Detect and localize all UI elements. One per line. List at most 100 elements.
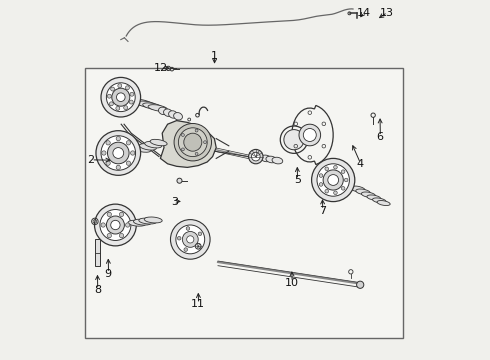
Circle shape	[196, 243, 201, 249]
Circle shape	[184, 248, 188, 251]
Ellipse shape	[150, 139, 167, 146]
Circle shape	[195, 129, 198, 132]
Circle shape	[106, 141, 110, 145]
Circle shape	[177, 237, 181, 240]
Polygon shape	[160, 121, 216, 167]
Ellipse shape	[362, 192, 375, 198]
Ellipse shape	[377, 201, 390, 206]
Circle shape	[130, 92, 134, 96]
Text: 7: 7	[319, 206, 326, 216]
Circle shape	[116, 136, 121, 141]
Ellipse shape	[356, 189, 370, 195]
Text: 1: 1	[211, 51, 218, 61]
Text: 2: 2	[87, 155, 95, 165]
Circle shape	[107, 212, 111, 217]
Circle shape	[284, 130, 304, 150]
Circle shape	[116, 106, 120, 110]
Circle shape	[123, 106, 128, 110]
Circle shape	[178, 128, 207, 157]
Text: 8: 8	[94, 285, 101, 295]
Circle shape	[299, 124, 320, 146]
Circle shape	[312, 158, 355, 202]
Circle shape	[182, 231, 198, 247]
Circle shape	[125, 86, 129, 90]
Text: 3: 3	[172, 197, 178, 207]
Circle shape	[181, 134, 184, 136]
Circle shape	[174, 123, 212, 161]
Ellipse shape	[133, 219, 151, 225]
Circle shape	[334, 191, 337, 194]
Circle shape	[106, 161, 110, 165]
Ellipse shape	[144, 217, 162, 223]
Ellipse shape	[350, 186, 365, 192]
Circle shape	[323, 170, 343, 190]
Circle shape	[166, 66, 171, 71]
Circle shape	[197, 245, 200, 249]
Ellipse shape	[143, 103, 162, 109]
Circle shape	[319, 183, 323, 186]
Circle shape	[334, 166, 337, 169]
Ellipse shape	[148, 105, 168, 111]
Circle shape	[106, 216, 124, 234]
Circle shape	[111, 87, 115, 91]
Text: 14: 14	[357, 8, 371, 18]
Circle shape	[106, 83, 135, 112]
Ellipse shape	[139, 218, 157, 224]
Circle shape	[344, 178, 348, 182]
Circle shape	[171, 220, 210, 259]
Circle shape	[129, 100, 133, 104]
Circle shape	[126, 161, 131, 165]
Ellipse shape	[372, 198, 386, 203]
Circle shape	[107, 142, 129, 164]
Ellipse shape	[128, 220, 146, 226]
Circle shape	[130, 151, 135, 155]
Circle shape	[248, 149, 263, 164]
Circle shape	[303, 129, 316, 141]
Text: 6: 6	[376, 132, 384, 142]
Ellipse shape	[137, 101, 157, 108]
Circle shape	[319, 174, 323, 177]
Ellipse shape	[139, 144, 156, 150]
Circle shape	[112, 88, 130, 106]
Circle shape	[107, 94, 111, 98]
Circle shape	[95, 204, 136, 246]
Circle shape	[325, 189, 328, 193]
Circle shape	[187, 236, 194, 243]
Circle shape	[120, 233, 123, 238]
Circle shape	[325, 167, 328, 171]
Circle shape	[176, 225, 205, 254]
Ellipse shape	[272, 157, 283, 164]
Ellipse shape	[145, 141, 162, 148]
Circle shape	[342, 170, 345, 174]
Ellipse shape	[132, 99, 151, 106]
Circle shape	[101, 223, 105, 227]
Ellipse shape	[261, 155, 271, 162]
Circle shape	[111, 220, 120, 230]
Circle shape	[181, 148, 184, 151]
Ellipse shape	[367, 195, 381, 200]
Text: 11: 11	[191, 299, 205, 309]
Circle shape	[184, 133, 202, 151]
Ellipse shape	[266, 156, 277, 163]
Circle shape	[101, 77, 141, 117]
Ellipse shape	[173, 113, 182, 120]
Text: 13: 13	[380, 8, 394, 18]
Circle shape	[195, 152, 198, 155]
Circle shape	[96, 131, 141, 175]
Circle shape	[113, 148, 123, 158]
Polygon shape	[95, 239, 100, 266]
Circle shape	[328, 175, 339, 185]
Circle shape	[342, 186, 345, 190]
Circle shape	[317, 164, 349, 196]
Circle shape	[116, 165, 121, 170]
Ellipse shape	[134, 146, 151, 152]
Circle shape	[117, 93, 125, 102]
Circle shape	[357, 281, 364, 288]
Circle shape	[186, 227, 190, 230]
Circle shape	[102, 151, 106, 155]
Text: 10: 10	[285, 278, 299, 288]
Ellipse shape	[164, 109, 172, 116]
Circle shape	[120, 212, 123, 217]
Text: 5: 5	[294, 175, 301, 185]
Circle shape	[251, 152, 260, 161]
